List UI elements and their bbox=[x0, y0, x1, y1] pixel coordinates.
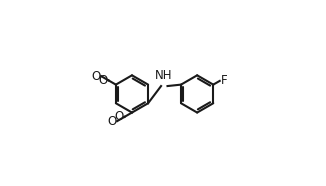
Text: O: O bbox=[98, 74, 108, 87]
Text: F: F bbox=[220, 74, 227, 87]
Text: O: O bbox=[114, 110, 124, 123]
Text: O: O bbox=[91, 70, 100, 83]
Text: NH: NH bbox=[155, 69, 172, 82]
Text: O: O bbox=[107, 115, 116, 128]
